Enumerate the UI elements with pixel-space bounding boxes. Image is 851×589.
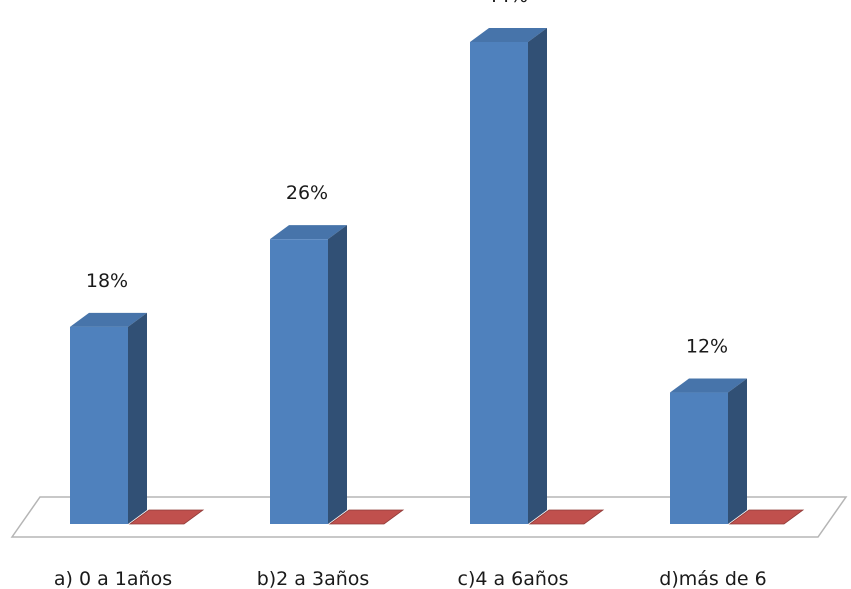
bar xyxy=(670,378,747,524)
category-labels-group: a) 0 a 1años b)2 a 3años c)4 a 6años d)más … xyxy=(54,568,767,589)
bar-secondary-top-face xyxy=(728,509,805,525)
category-label: d)más de 6 xyxy=(659,568,766,589)
bar-secondary-top-face xyxy=(328,509,405,525)
bar-side-face xyxy=(128,312,147,524)
category-label: c)4 a 6años xyxy=(458,568,569,589)
bar-secondary xyxy=(728,509,805,525)
bar-secondary xyxy=(328,509,405,525)
bar-secondary xyxy=(128,509,205,525)
bar-top-face xyxy=(670,378,747,393)
bar xyxy=(270,225,347,524)
chart-floor xyxy=(10,496,848,538)
bar-top-face xyxy=(70,312,147,327)
bar-side-face xyxy=(728,378,747,524)
data-label: 44% xyxy=(486,0,528,7)
data-label: 12% xyxy=(686,336,728,358)
bar-side-face xyxy=(528,28,547,524)
bar-top-face xyxy=(270,225,347,240)
bar-top-face xyxy=(470,28,547,42)
bar-secondary-top-face xyxy=(128,509,205,525)
bar-secondary xyxy=(528,509,605,525)
category-label: b)2 a 3años xyxy=(257,568,370,589)
bars-group xyxy=(70,28,805,525)
bar-front-face xyxy=(270,239,328,524)
bar-front-face xyxy=(670,392,728,524)
bar-secondary-top-face xyxy=(528,509,605,525)
data-label: 18% xyxy=(86,270,128,292)
bar-front-face xyxy=(70,326,128,524)
bar-front-face xyxy=(470,42,528,524)
data-labels-group: 18% 26% 44% 12% xyxy=(86,0,728,358)
bar xyxy=(70,312,147,524)
bar-side-face xyxy=(328,225,347,524)
floor-plane xyxy=(10,496,848,538)
bar xyxy=(470,28,547,524)
category-label: a) 0 a 1años xyxy=(54,568,172,589)
data-label: 26% xyxy=(286,182,328,204)
